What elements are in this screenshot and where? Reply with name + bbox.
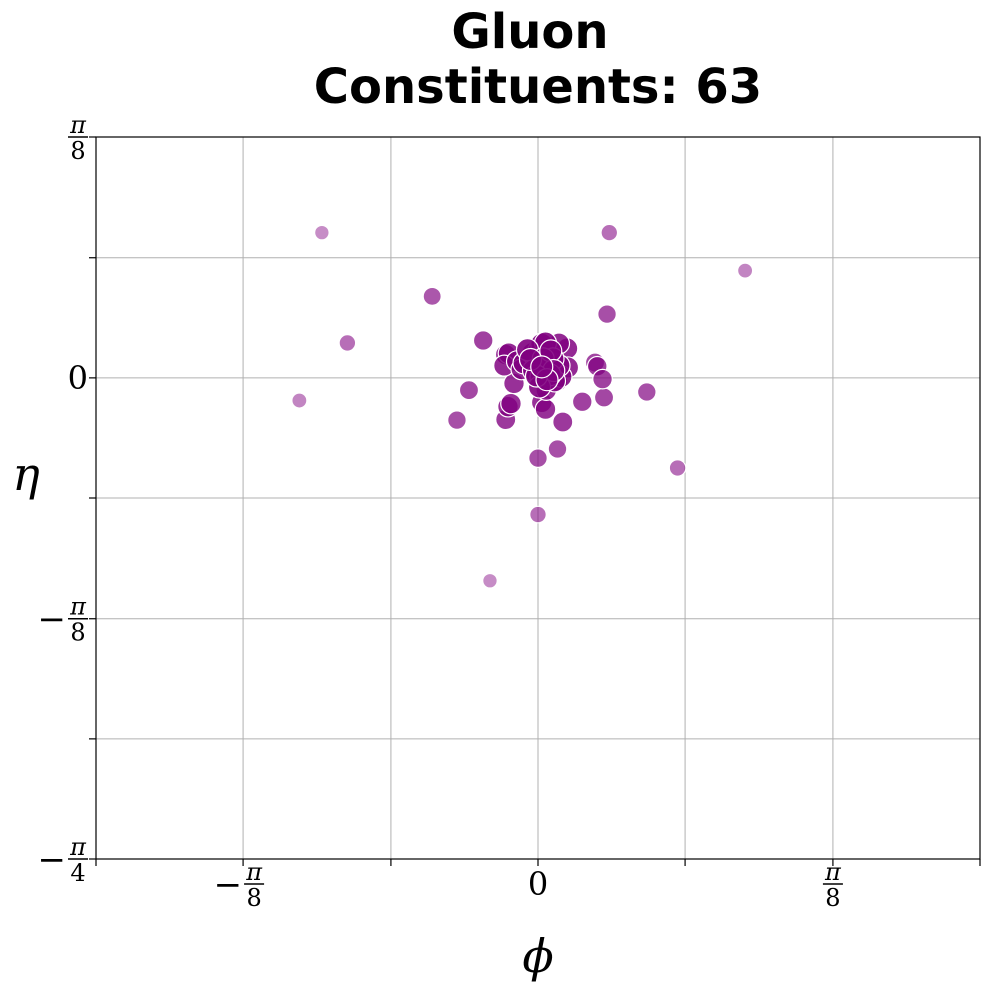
constituent-point <box>600 223 619 242</box>
svg-text:π: π <box>69 593 87 621</box>
constituent-point <box>338 334 357 352</box>
constituent-point <box>472 330 494 351</box>
svg-text:−: − <box>38 840 67 880</box>
constituent-point <box>500 392 522 415</box>
constituent-point <box>530 355 554 379</box>
axis-ticks: π80− π8− π4− π8 0 π8 <box>38 111 981 912</box>
svg-text:8: 8 <box>246 884 261 912</box>
constituent-point <box>547 439 568 459</box>
constituent-point <box>571 391 593 413</box>
constituent-point <box>534 398 557 420</box>
svg-text:π: π <box>245 858 263 886</box>
y-tick-label: − π8 <box>38 593 88 647</box>
svg-text:8: 8 <box>70 619 85 647</box>
y-tick-label: π8 <box>68 111 88 165</box>
constituent-point <box>593 387 615 408</box>
scatter-points <box>291 223 754 589</box>
constituent-point <box>314 224 330 241</box>
svg-text:π: π <box>824 858 842 886</box>
constituent-point <box>597 304 617 324</box>
constituent-point <box>737 262 754 279</box>
y-tick-label: − π4 <box>38 833 88 887</box>
y-axis-label: η <box>12 447 40 501</box>
constituent-point <box>668 459 687 477</box>
grid-lines <box>95 136 981 860</box>
constituent-point <box>482 572 498 589</box>
x-axis-label: ϕ <box>522 929 553 983</box>
y-tick-label: 0 <box>68 359 88 397</box>
constituent-point <box>552 411 574 433</box>
svg-text:8: 8 <box>825 884 840 912</box>
svg-text:8: 8 <box>70 137 85 165</box>
constituent-point <box>458 380 480 401</box>
x-tick-label: 0 <box>528 865 548 903</box>
constituent-point <box>592 368 613 390</box>
svg-text:0: 0 <box>68 359 88 397</box>
chart-title: Gluon <box>451 4 608 60</box>
constituent-point <box>636 382 657 402</box>
chart-subtitle: Constituents: 63 <box>314 59 762 115</box>
x-tick-label: − π8 <box>214 858 265 912</box>
svg-text:−: − <box>38 600 67 640</box>
constituent-point <box>291 392 308 409</box>
svg-text:π: π <box>69 111 87 139</box>
svg-text:0: 0 <box>528 865 548 903</box>
x-tick-label: π8 <box>822 858 843 912</box>
svg-text:4: 4 <box>70 859 85 887</box>
constituent-point <box>422 286 442 306</box>
constituent-point <box>447 410 467 431</box>
svg-text:−: − <box>214 865 243 905</box>
svg-text:π: π <box>69 833 87 861</box>
constituent-point <box>528 448 548 469</box>
constituent-point <box>529 505 547 524</box>
